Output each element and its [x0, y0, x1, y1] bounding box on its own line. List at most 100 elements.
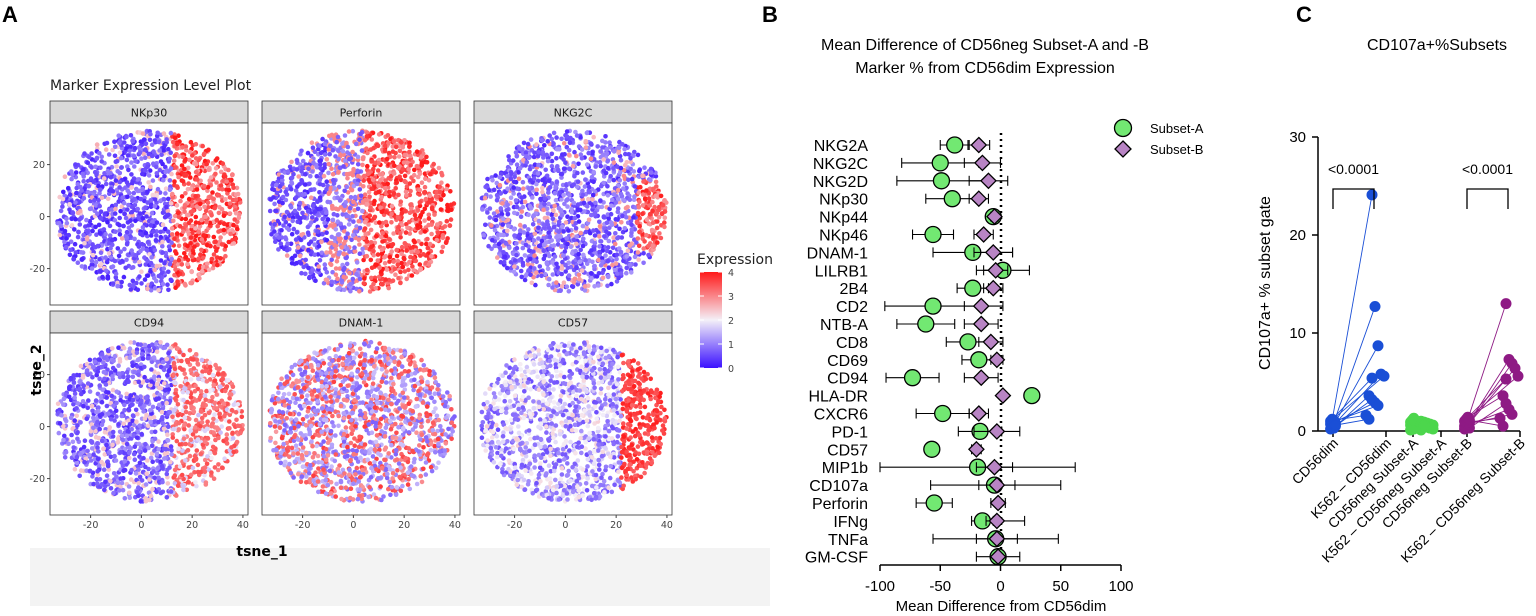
cell-point — [596, 271, 602, 276]
tsne-y-tick-label: 20 — [33, 160, 45, 171]
cell-point — [353, 141, 359, 147]
cell-point — [624, 265, 629, 271]
facet-strip-label: CD94 — [134, 317, 164, 330]
cell-point — [342, 133, 348, 138]
cell-point — [205, 200, 211, 205]
cell-point — [344, 184, 350, 190]
cell-point — [166, 212, 171, 218]
cell-point — [113, 271, 119, 277]
cell-point — [143, 141, 149, 146]
cell-point — [322, 152, 328, 157]
cell-point — [497, 182, 503, 188]
cell-point — [171, 158, 177, 163]
cell-point — [156, 273, 162, 279]
cell-point — [528, 272, 533, 278]
cell-point — [363, 197, 368, 203]
cell-point — [132, 164, 137, 169]
cell-point — [566, 152, 572, 158]
cell-point — [230, 436, 236, 441]
cell-point — [203, 208, 209, 214]
cell-point — [595, 144, 600, 149]
cell-point — [390, 278, 396, 284]
cell-point — [606, 238, 612, 244]
cell-point — [156, 288, 161, 293]
cell-point — [63, 245, 69, 250]
cell-point — [82, 240, 87, 246]
cell-point — [143, 262, 149, 267]
cell-point — [513, 150, 519, 155]
cell-point — [160, 239, 165, 245]
cell-point — [389, 220, 394, 225]
cell-point — [81, 167, 86, 172]
cell-point — [77, 222, 83, 227]
cell-point — [166, 287, 171, 293]
cell-point — [531, 154, 537, 160]
cell-point — [402, 269, 408, 274]
cell-point — [56, 220, 62, 226]
cell-point — [534, 270, 539, 276]
cell-point — [654, 184, 659, 189]
cell-point — [149, 153, 155, 159]
cell-point — [211, 252, 217, 257]
cell-point — [93, 224, 98, 230]
cell-point — [312, 252, 318, 257]
cell-point — [152, 138, 158, 143]
cell-point — [105, 220, 110, 225]
cell-point — [629, 222, 634, 227]
cell-point — [290, 215, 296, 220]
cell-point — [341, 274, 347, 280]
cell-point — [174, 231, 180, 236]
cell-point — [635, 250, 641, 255]
cell-point — [371, 145, 376, 151]
cell-point — [382, 261, 388, 266]
facet-strip-label: Perforin — [340, 107, 383, 120]
cell-point — [124, 134, 129, 140]
cell-point — [316, 243, 322, 249]
cell-point — [138, 248, 143, 254]
cell-point — [327, 240, 333, 246]
cell-point — [162, 260, 167, 266]
cell-point — [193, 214, 199, 220]
cell-point — [139, 156, 144, 161]
cell-point — [624, 270, 629, 276]
cell-point — [117, 185, 122, 190]
cell-point — [407, 259, 412, 265]
cell-point — [305, 209, 311, 214]
cell-point — [298, 237, 303, 242]
cell-point — [165, 229, 171, 234]
cell-point — [648, 177, 653, 183]
cell-point — [208, 194, 213, 199]
cell-point — [565, 241, 570, 247]
cell-point — [105, 196, 111, 202]
cell-point — [130, 265, 136, 270]
cell-point — [615, 235, 620, 241]
cell-point — [662, 198, 667, 203]
cell-point — [308, 195, 314, 200]
cell-point — [540, 189, 545, 195]
cell-point — [574, 265, 579, 271]
tsne-y-tick-label: 0 — [39, 212, 45, 223]
cell-point — [581, 236, 586, 242]
cell-point — [385, 244, 391, 249]
cell-point — [94, 172, 99, 177]
cell-point — [409, 249, 414, 255]
cell-point — [605, 184, 610, 189]
cell-point — [162, 226, 168, 232]
cell-point — [158, 229, 163, 235]
cell-point — [375, 252, 381, 257]
cell-point — [210, 190, 215, 195]
cell-point — [398, 199, 404, 204]
cell-point — [581, 252, 586, 258]
cell-point — [175, 141, 180, 147]
cell-point — [399, 210, 405, 216]
cell-point — [564, 197, 569, 203]
cell-point — [580, 243, 586, 249]
cell-point — [182, 236, 187, 242]
cell-point — [158, 234, 164, 240]
cell-point — [117, 228, 122, 233]
cell-point — [161, 177, 166, 183]
cell-point — [129, 248, 134, 253]
cell-point — [545, 158, 551, 164]
cell-point — [206, 147, 211, 153]
cell-point — [280, 200, 285, 206]
